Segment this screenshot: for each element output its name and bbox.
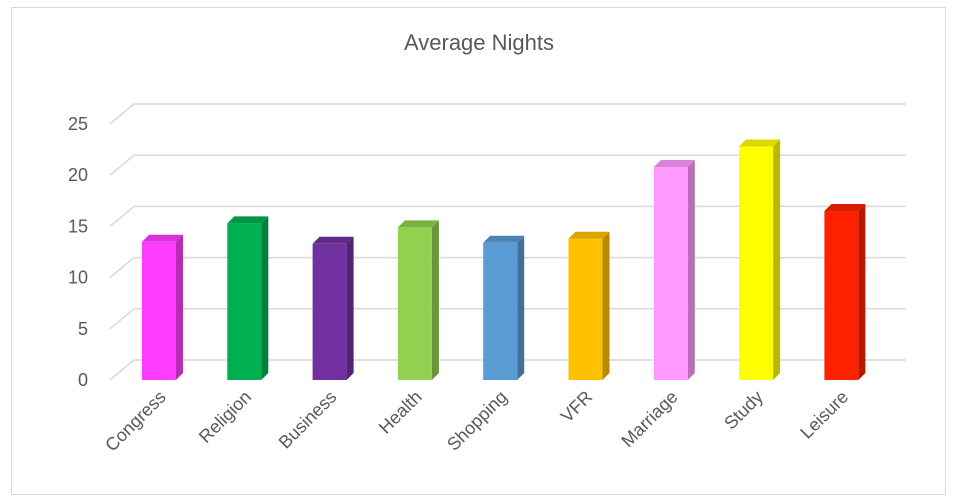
gridline-depth — [109, 257, 135, 279]
bar-top — [568, 231, 610, 239]
bar-top — [483, 235, 525, 243]
bar-side — [176, 234, 183, 380]
x-axis-labels: Congress Religion Business Health Shopping VF… — [101, 387, 852, 456]
chart-title: Average Nights — [403, 30, 554, 55]
bar-side — [261, 216, 269, 380]
gridline-depth — [109, 359, 135, 381]
gridline-depth — [109, 308, 135, 330]
bar-side — [687, 160, 695, 380]
bar-top — [397, 220, 439, 228]
bar-congress — [142, 234, 183, 380]
x-tick-label: Shopping — [443, 387, 511, 455]
x-tick-label: Health — [375, 387, 426, 438]
bar-front — [653, 167, 688, 380]
bar-business — [312, 236, 354, 380]
x-tick-label: Congress — [101, 387, 170, 456]
bar-side — [517, 235, 525, 380]
bar-top — [739, 139, 781, 147]
bar-front — [739, 146, 774, 380]
bar-top — [824, 204, 866, 212]
bar-side — [602, 231, 610, 380]
bar-side — [431, 220, 439, 380]
bar-front — [227, 223, 262, 380]
bar-front — [824, 211, 859, 380]
y-tick-label: 20 — [68, 165, 88, 185]
bar-health — [397, 220, 439, 380]
x-tick-label: Marriage — [617, 387, 681, 451]
x-tick-label: Leisure — [796, 387, 852, 443]
y-tick-label: 25 — [68, 114, 88, 134]
x-tick-label: VFR — [557, 387, 597, 427]
bar-top — [227, 216, 269, 224]
y-tick-label: 0 — [78, 370, 88, 390]
bar-leisure — [824, 204, 866, 380]
gridline-depth — [109, 154, 135, 176]
bar-front — [397, 227, 432, 380]
bar-shopping — [483, 235, 525, 380]
bar-vfr — [568, 231, 610, 380]
bar-top — [142, 234, 183, 242]
x-tick-label: Religion — [195, 387, 255, 447]
bar-side — [773, 139, 781, 380]
bar-side — [346, 236, 354, 380]
bars — [142, 139, 866, 380]
x-tick-label: Business — [275, 387, 341, 453]
x-tick-label: Study — [720, 387, 767, 434]
y-tick-label: 5 — [78, 319, 88, 339]
y-tick-label: 15 — [68, 216, 88, 236]
bar-top — [312, 236, 354, 244]
bar-religion — [227, 216, 269, 380]
bar-top — [653, 160, 695, 168]
gridline-depth — [109, 205, 135, 227]
bar-front — [312, 243, 347, 380]
bar-front — [568, 238, 603, 380]
bar-front — [483, 242, 518, 380]
bar-study — [739, 139, 781, 380]
bar-front — [142, 241, 176, 380]
y-tick-label: 10 — [68, 268, 88, 288]
bar-side — [858, 204, 866, 380]
bar-marriage — [653, 160, 695, 380]
gridline-depth — [109, 103, 135, 125]
y-axis-ticks: 0 5 10 15 20 25 — [68, 114, 88, 390]
